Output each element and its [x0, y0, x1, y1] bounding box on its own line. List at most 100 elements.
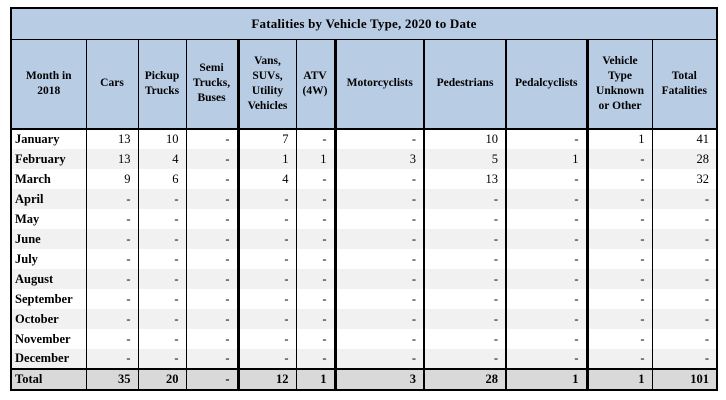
table-row: March 9 6-4- -13- -32 [11, 169, 718, 189]
value-cell: - [185, 129, 238, 149]
value-cell: - [295, 309, 335, 329]
value-cell: - [585, 169, 652, 189]
month-cell: September [15, 291, 73, 306]
value-cell: - [185, 209, 238, 229]
value-cell: 5 [423, 149, 506, 169]
value-cell: - [236, 309, 296, 329]
value-cell: - [236, 269, 296, 289]
value-cell: - [585, 309, 652, 329]
value-cell: - [295, 129, 335, 149]
total-value-cell: 1 [295, 368, 335, 390]
value-cell: - [423, 309, 506, 329]
value-cell: - [505, 329, 587, 349]
month-cell: July [15, 251, 38, 266]
value-cell: - [236, 189, 296, 209]
value-cell: - [185, 269, 238, 289]
value-cell: - [333, 329, 424, 349]
value-cell: - [505, 189, 587, 209]
value-cell: - [651, 309, 718, 329]
value-cell: 13 [85, 129, 138, 149]
value-cell: - [185, 329, 238, 349]
value-cell: - [651, 189, 718, 209]
value-cell: - [651, 229, 718, 249]
table-header-row: Month in 2018 Cars Pickup Trucks Semi Tr… [11, 39, 718, 130]
value-cell: - [505, 249, 587, 269]
table-row: June - - - - - - - - - - [11, 229, 718, 249]
total-value-cell: 12 [236, 368, 296, 390]
value-cell: - [333, 269, 424, 289]
column-header-vans-suvs: Vans, SUVs, Utility Vehicles [236, 39, 296, 130]
month-cell: August [15, 271, 54, 286]
value-cell: - [505, 169, 587, 189]
column-header-semi-trucks: Semi Trucks, Buses [185, 39, 238, 130]
value-cell: - [423, 229, 506, 249]
value-cell: - [333, 169, 424, 189]
table-row: November - - - - - - - - - - [11, 329, 718, 349]
value-cell: - [333, 349, 424, 369]
total-value-cell: 1 [585, 368, 652, 390]
column-header-motorcyclists: Motorcyclists [333, 39, 424, 130]
value-cell: - [651, 249, 718, 269]
value-cell: - [295, 289, 335, 309]
value-cell: - [585, 149, 652, 169]
value-cell: - [85, 189, 138, 209]
value-cell: - [236, 329, 296, 349]
month-cell: March [15, 171, 51, 186]
value-cell: 3 [333, 149, 424, 169]
column-header-month: Month in 2018 [11, 39, 86, 130]
value-cell: - [236, 349, 296, 369]
column-header-cars: Cars [85, 39, 138, 130]
value-cell: - [423, 249, 506, 269]
value-cell: - [137, 249, 186, 269]
value-cell: - [505, 289, 587, 309]
value-cell: - [651, 289, 718, 309]
value-cell: - [295, 249, 335, 269]
value-cell: - [185, 189, 238, 209]
value-cell: - [423, 349, 506, 369]
month-cell: November [15, 331, 71, 346]
total-row: Total 35 20 - 12 1 3 28 1 1 101 [11, 368, 718, 390]
column-header-pedestrians: Pedestrians [423, 39, 506, 130]
value-cell: - [185, 309, 238, 329]
value-cell: 1 [585, 129, 652, 149]
value-cell: 1 [295, 149, 335, 169]
fatalities-table: Fatalities by Vehicle Type, 2020 to Date… [10, 7, 719, 391]
value-cell: - [137, 189, 186, 209]
column-header-pedalcyclists: Pedalcyclists [505, 39, 587, 130]
value-cell: 1 [505, 149, 587, 169]
value-cell: 1 [236, 149, 296, 169]
value-cell: - [423, 289, 506, 309]
value-cell: - [333, 209, 424, 229]
value-cell: - [85, 309, 138, 329]
total-value-cell: 101 [651, 368, 718, 390]
table-row: May - - - - - - - - - - [11, 209, 718, 229]
value-cell: - [295, 329, 335, 349]
value-cell: - [85, 209, 138, 229]
value-cell: - [295, 229, 335, 249]
value-cell: - [295, 269, 335, 289]
value-cell: 7 [236, 129, 296, 149]
table-row: October - - - - - - - - - - [11, 309, 718, 329]
value-cell: - [185, 149, 238, 169]
column-header-pickup-trucks: Pickup Trucks [137, 39, 186, 130]
value-cell: - [505, 269, 587, 289]
value-cell: 28 [651, 149, 718, 169]
value-cell: - [585, 349, 652, 369]
value-cell: - [333, 129, 424, 149]
value-cell: 10 [423, 129, 506, 149]
table-title-row: Fatalities by Vehicle Type, 2020 to Date [11, 8, 718, 40]
table-title: Fatalities by Vehicle Type, 2020 to Date [11, 8, 718, 40]
value-cell: - [333, 229, 424, 249]
value-cell: - [185, 169, 238, 189]
value-cell: - [185, 229, 238, 249]
value-cell: 41 [651, 129, 718, 149]
table-row: September - - - - - - - - - - [11, 289, 718, 309]
table-row: January 13 10-7- -10-1 41 [11, 129, 718, 149]
value-cell: - [137, 269, 186, 289]
value-cell: - [295, 169, 335, 189]
column-header-atv: ATV (4W) [295, 39, 335, 130]
table-row: December - - - - - - - - - - [11, 349, 718, 369]
value-cell: - [423, 329, 506, 349]
value-cell: - [185, 349, 238, 369]
